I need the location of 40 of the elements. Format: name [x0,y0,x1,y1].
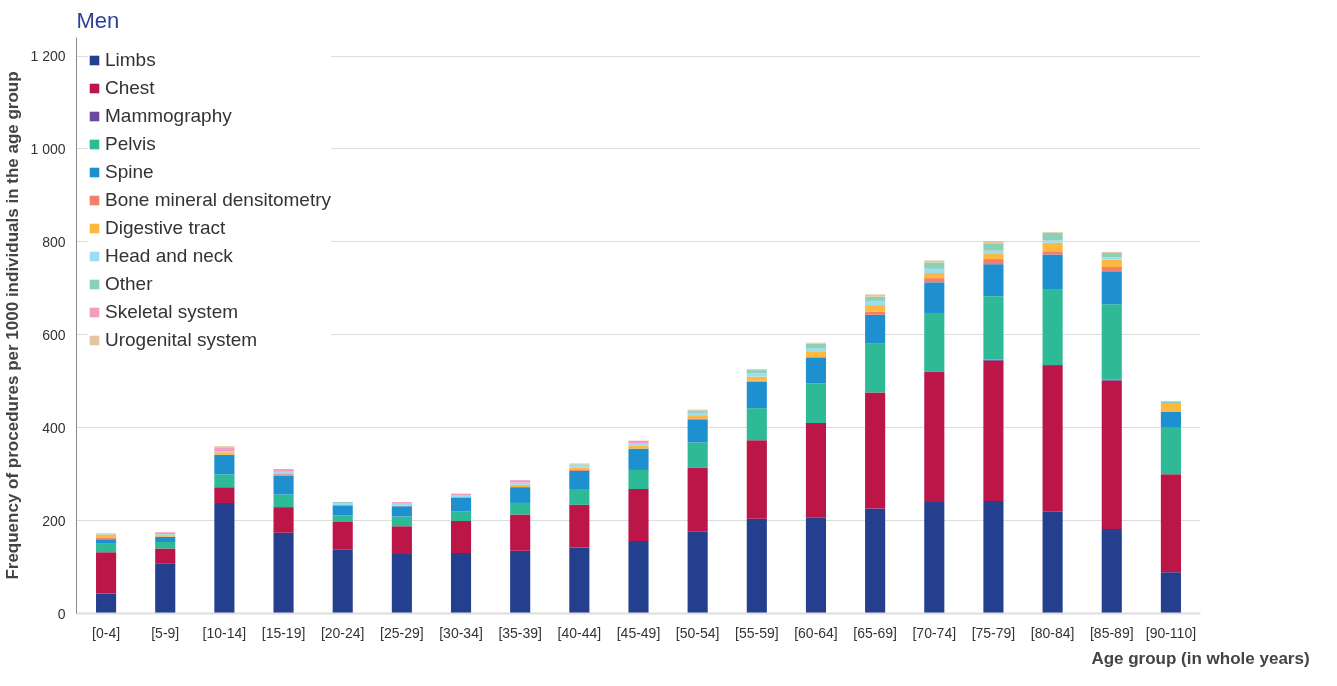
y-tick-label: 400 [42,419,66,436]
y-tick-label: 1 200 [30,48,66,65]
x-tick-label: [55-59] [735,624,779,641]
chart-title: Men [76,7,120,33]
legend-label: Digestive tract [105,217,226,239]
y-tick-label: 600 [42,326,66,343]
x-tick-label: [5-9] [151,624,180,641]
x-tick-label: [10-14] [202,624,247,641]
x-tick-label: [75-79] [971,624,1016,641]
x-tick-label: [30-34] [439,624,483,641]
x-tick-label: [90-110] [1145,624,1197,641]
legend-label: Spine [105,161,154,183]
x-tick-label: [45-49] [616,624,661,641]
y-tick-label: 800 [42,233,66,250]
legend-label: Mammography [105,105,232,127]
legend-label: Bone mineral densitometry [105,189,331,211]
x-tick-label: [80-84] [1030,624,1075,641]
legend-label: Other [105,273,153,295]
y-tick-label: 200 [42,512,66,529]
legend-label: Head and neck [105,245,233,267]
x-tick-label: [70-74] [912,624,957,641]
legend-label: Urogenital system [105,329,258,351]
x-tick-label: [35-39] [498,624,542,641]
y-tick-label: 0 [57,605,66,622]
x-tick-label: [20-24] [320,624,365,641]
legend-label: Pelvis [105,133,156,155]
x-tick-label: [25-29] [380,624,424,641]
x-axis-title: Age group (in whole years) [1091,648,1310,668]
legend-label: Skeletal system [105,301,239,323]
x-tick-label: [40-44] [557,624,602,641]
y-tick-label: 1 000 [30,140,66,157]
y-axis-title: Frequency of procedures per 1000 individuals in the age group [3,71,23,580]
legend-label: Limbs [105,49,156,71]
x-tick-label: [50-54] [675,624,720,641]
legend-label: Chest [105,77,155,99]
x-tick-label: [60-64] [794,624,838,641]
x-tick-label: [15-19] [261,624,306,641]
x-tick-label: [85-89] [1089,624,1134,641]
x-tick-label: [65-69] [853,624,897,641]
x-tick-label: [0-4] [92,624,121,641]
